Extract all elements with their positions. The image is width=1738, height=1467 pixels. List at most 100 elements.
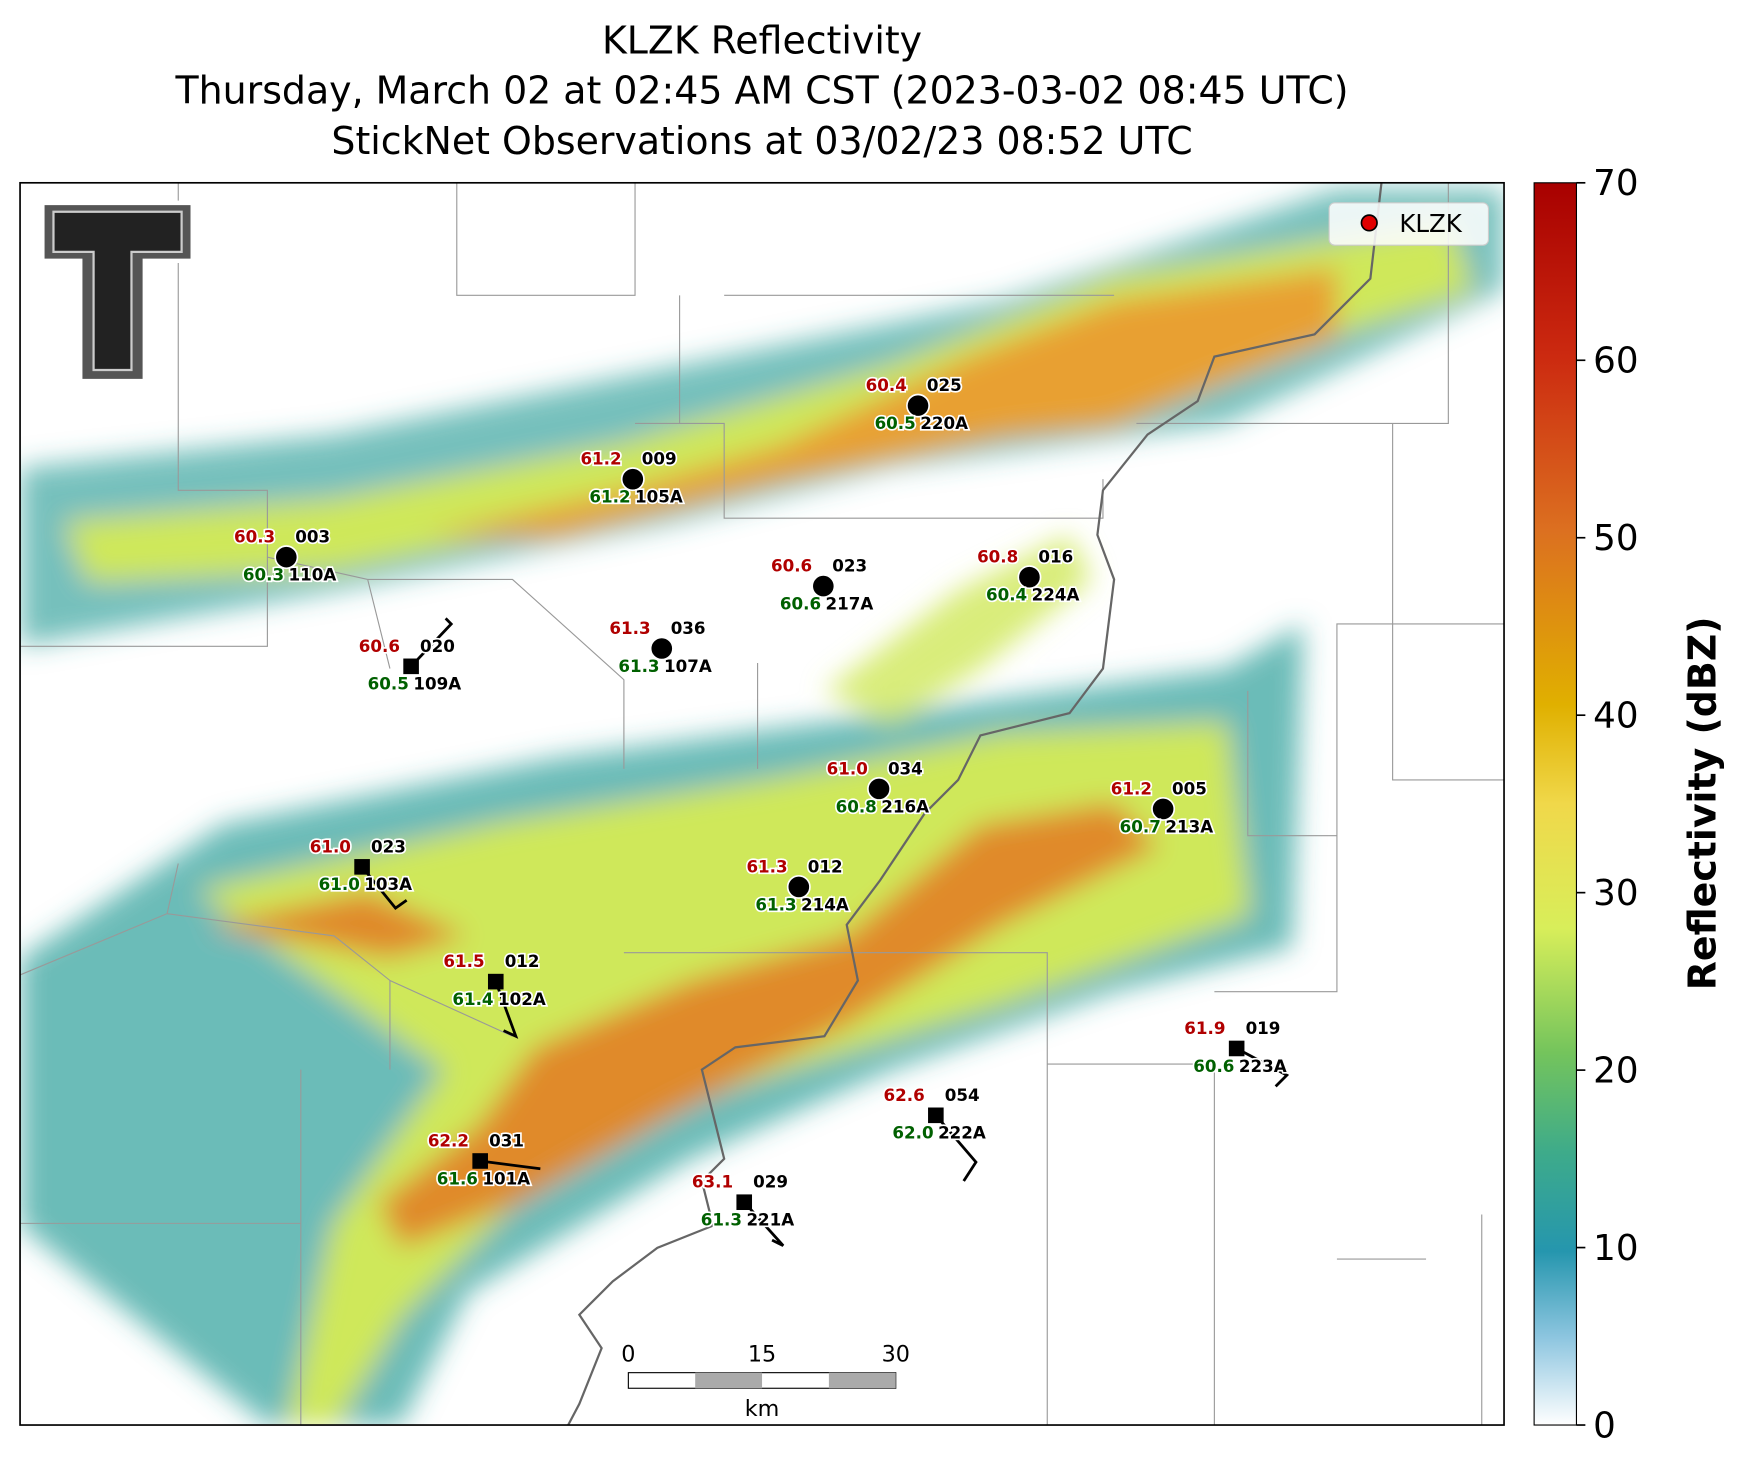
station-name: 217A	[826, 594, 874, 614]
station-name: 109A	[413, 674, 461, 694]
station-marker	[906, 393, 930, 418]
colorbar-label: Reflectivity (dBZ)	[1681, 617, 1725, 991]
dewpoint: 60.6	[1193, 1056, 1234, 1076]
colorbar-tick-label: 10	[1593, 1228, 1638, 1269]
temperature: 62.2	[428, 1131, 469, 1151]
station-marker	[867, 776, 892, 801]
temperature: 61.9	[1184, 1018, 1225, 1038]
station-name: 107A	[664, 656, 712, 676]
station-name: 101A	[482, 1168, 530, 1188]
station-name: 224A	[1032, 585, 1080, 605]
dewpoint: 61.6	[437, 1168, 478, 1188]
dewpoint: 60.3	[243, 565, 284, 585]
temperature: 60.8	[977, 547, 1018, 567]
title-line: Thursday, March 02 at 02:45 AM CST (2023…	[175, 69, 1349, 113]
temperature: 61.2	[1111, 778, 1152, 798]
colorbar-tick-label: 50	[1593, 518, 1638, 559]
station-marker	[1017, 565, 1042, 590]
dewpoint: 61.2	[589, 487, 630, 507]
station-id: 003	[295, 527, 330, 547]
station-id: 031	[489, 1131, 524, 1151]
dewpoint: 62.0	[892, 1123, 933, 1143]
legend-label: KLZK	[1399, 209, 1462, 238]
station-marker	[620, 467, 645, 492]
station-id: 009	[642, 449, 677, 469]
temperature: 60.6	[771, 556, 812, 576]
temperature: 61.0	[310, 836, 351, 856]
radar-echoes	[20, 189, 1505, 1426]
temperature: 60.6	[359, 636, 400, 656]
dewpoint: 61.4	[452, 989, 493, 1009]
dewpoint: 60.5	[368, 674, 409, 694]
dewpoint: 61.0	[319, 874, 360, 894]
station-name: 223A	[1239, 1056, 1287, 1076]
dewpoint: 60.6	[780, 594, 821, 614]
station-name: 222A	[938, 1123, 986, 1143]
station-name: 221A	[746, 1210, 794, 1230]
station-id: 054	[945, 1085, 980, 1105]
legend: KLZK	[1328, 202, 1489, 246]
station-name: 214A	[801, 894, 849, 914]
temperature: 61.3	[609, 618, 650, 638]
station-name: 110A	[289, 565, 337, 585]
station-marker	[1151, 796, 1176, 821]
station-name: 102A	[498, 989, 546, 1009]
colorbar	[1533, 182, 1578, 1426]
station-id: 034	[888, 758, 923, 778]
station-marker	[928, 1107, 944, 1124]
scale-tick-label: 30	[882, 1342, 910, 1368]
scale-tick-label: 0	[621, 1342, 635, 1368]
legend-marker	[1360, 214, 1378, 232]
colorbar-tick-label: 70	[1593, 163, 1638, 204]
scale-tick-label: 15	[748, 1342, 776, 1368]
station-id: 029	[753, 1172, 788, 1192]
scale-unit: km	[745, 1396, 780, 1422]
title-line: StickNet Observations at 03/02/23 08:52 …	[331, 119, 1192, 163]
dewpoint: 60.8	[836, 796, 877, 816]
map-frame	[19, 181, 1505, 1426]
station-marker	[649, 636, 674, 661]
temperature: 60.4	[866, 375, 907, 395]
station-id: 019	[1246, 1018, 1281, 1038]
station-id: 016	[1038, 547, 1073, 567]
scale-bar: 0 15 30 km	[621, 1342, 910, 1423]
station-id: 012	[505, 951, 540, 971]
colorbar-tick-label: 30	[1593, 873, 1638, 914]
station-name: 220A	[920, 413, 968, 433]
dewpoint: 61.3	[755, 894, 796, 914]
station-marker	[786, 874, 811, 899]
dewpoint: 61.3	[618, 656, 659, 676]
state-boundary	[567, 182, 1383, 1426]
temperature: 62.6	[883, 1085, 924, 1105]
station-id: 025	[927, 375, 962, 395]
temperature: 61.0	[827, 758, 868, 778]
colorbar-tick-label: 20	[1593, 1050, 1638, 1091]
station-id: 020	[420, 636, 455, 656]
colorbar-tick-label: 0	[1593, 1405, 1616, 1446]
station-id: 023	[832, 556, 867, 576]
colorbar-tick-label: 40	[1593, 695, 1638, 736]
station-id: 023	[371, 836, 406, 856]
station-marker	[1228, 1040, 1245, 1057]
colorbar-tick-label: 60	[1593, 341, 1638, 382]
station-id: 005	[1172, 778, 1207, 798]
dewpoint: 60.7	[1120, 816, 1161, 836]
temperature: 60.3	[234, 527, 275, 547]
dewpoint: 60.4	[986, 585, 1027, 605]
station-marker	[811, 574, 836, 599]
wind-barbs	[361, 617, 1290, 1247]
dewpoint: 61.3	[701, 1210, 742, 1230]
station-marker	[274, 545, 299, 570]
temperature: 61.2	[580, 449, 621, 469]
temperature: 63.1	[692, 1172, 733, 1192]
temperature: 61.3	[746, 856, 787, 876]
station-id: 012	[808, 856, 843, 876]
station-name: 216A	[881, 796, 929, 816]
title-line: KLZK Reflectivity	[602, 19, 922, 63]
station-marker	[403, 658, 419, 675]
station-marker	[354, 859, 370, 875]
logo	[40, 200, 195, 384]
station-name: 105A	[635, 487, 683, 507]
dewpoint: 60.5	[875, 413, 916, 433]
